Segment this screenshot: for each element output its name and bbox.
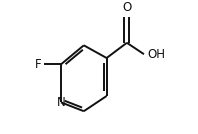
Text: O: O: [122, 1, 131, 14]
Text: OH: OH: [147, 48, 165, 61]
Text: N: N: [57, 96, 65, 109]
Text: F: F: [35, 58, 42, 71]
